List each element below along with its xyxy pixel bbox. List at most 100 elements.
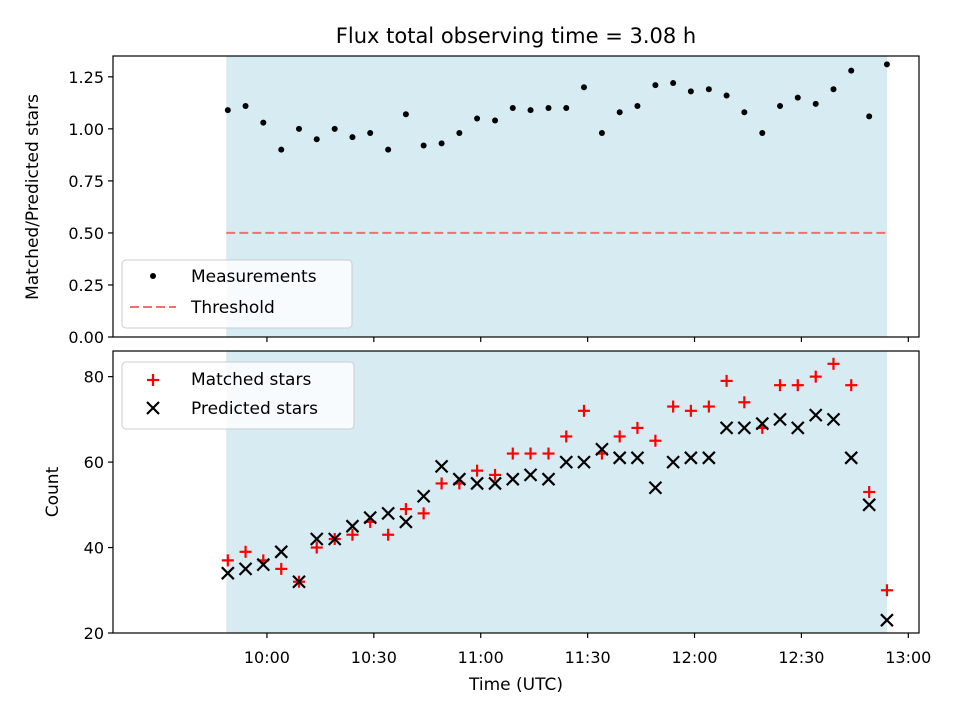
predicted-star-point (719, 421, 734, 435)
matched-star-point (827, 357, 840, 370)
matched-star-point (649, 434, 662, 447)
measurement-point (830, 86, 837, 93)
predicted-star-point (327, 532, 342, 546)
matched-star-point (417, 507, 430, 520)
matched-star-point (239, 545, 252, 558)
predicted-star-point (595, 442, 609, 457)
predicted-star-point (399, 515, 413, 529)
predicted-star-stroke (238, 562, 253, 576)
matched-star-point (684, 404, 697, 417)
predicted-star-stroke (506, 472, 520, 486)
matched-star-point (489, 468, 502, 481)
top-ytick-label: 0.25 (68, 276, 104, 295)
measurement-point (296, 125, 302, 132)
matched-star-point (880, 584, 893, 597)
predicted-star-point (577, 455, 591, 469)
matched-star-point (560, 430, 573, 443)
measurement-point (438, 140, 445, 147)
measurement-point (598, 130, 605, 137)
predicted-star-stroke (274, 545, 289, 559)
measurement-point (741, 109, 748, 116)
matched-star-point (275, 562, 288, 575)
top-y-axis: 0.00 0.25 0.50 0.75 1.00 1.25 (68, 68, 113, 347)
legend-measurements-marker (150, 273, 156, 279)
predicted-star-stroke (381, 506, 395, 521)
predicted-star-stroke (880, 613, 894, 627)
predicted-star-point (826, 412, 841, 427)
legend-threshold-label: Threshold (190, 298, 275, 318)
predicted-star-point (238, 562, 253, 576)
xtick-label: 10:00 (244, 648, 290, 667)
predicted-star-point (541, 472, 556, 486)
predicted-star-stroke (327, 532, 342, 546)
matched-star-point (399, 503, 412, 516)
bottom-ytick-label: 40 (84, 539, 104, 558)
predicted-star-point (844, 451, 859, 465)
matched-star-point (667, 400, 680, 413)
legend-predicted-marker (146, 401, 160, 415)
predicted-star-point (506, 472, 520, 486)
predicted-star-stroke (345, 519, 360, 533)
chart-title: Flux total observing time = 3.08 h (336, 24, 696, 48)
matched-star-point (863, 486, 876, 498)
measurement-point (580, 84, 587, 91)
predicted-star-stroke (702, 451, 716, 465)
xtick-label: 11:30 (565, 648, 611, 667)
xtick-label: 11:00 (458, 648, 504, 667)
legend-matched-label: Matched stars (191, 370, 311, 390)
predicted-star-point (559, 455, 574, 469)
legend-matched-marker (147, 374, 159, 386)
measurement-point (260, 119, 267, 126)
predicted-star-point (452, 472, 467, 486)
predicted-star-point (791, 421, 805, 435)
matched-star-point (720, 374, 733, 387)
measurement-point (278, 146, 285, 153)
top-axes-frame (112, 55, 920, 338)
matched-star-point (577, 404, 590, 417)
predicted-star-point (470, 476, 484, 491)
predicted-star-point (737, 421, 752, 435)
predicted-star-point (880, 613, 894, 627)
matched-star-point (845, 379, 858, 392)
predicted-star-stroke (292, 574, 306, 589)
predicted-star-stroke (808, 408, 823, 422)
predicted-star-stroke (612, 451, 627, 465)
measurement-point (367, 130, 374, 137)
matched-star-point (506, 447, 519, 460)
top-panel: 0.00 0.25 0.50 0.75 1.00 1.25 Matched/Predict… (23, 55, 920, 347)
predicted-star-point (292, 574, 306, 589)
predicted-star-point (862, 498, 876, 512)
measurement-point (545, 105, 552, 112)
bottom-x-axis: 10:00 10:30 11:00 11:30 12:00 12:30 13:00 (244, 633, 931, 667)
top-ytick-label: 0.50 (68, 224, 104, 243)
matched-star-point (346, 528, 359, 541)
measurement-point (402, 111, 409, 118)
bottom-y-axis-label: Count (43, 466, 63, 517)
predicted-star-point (684, 451, 698, 465)
xtick-label: 13:00 (885, 648, 931, 667)
measurement-point (812, 100, 819, 107)
xtick-label: 10:30 (351, 648, 397, 667)
bottom-y-axis: 20 40 60 80 (84, 368, 113, 643)
xtick-label: 12:00 (671, 648, 717, 667)
predicted-star-stroke (666, 455, 680, 469)
legend-predicted-label: Predicted stars (191, 399, 318, 419)
predicted-star-point (309, 532, 324, 546)
predicted-star-point (808, 408, 823, 422)
predicted-star-point (363, 510, 377, 525)
measurement-point (705, 86, 712, 93)
predicted-star-point (221, 566, 235, 580)
predicted-star-stroke (595, 442, 609, 457)
top-y-axis-label: Matched/Predicted stars (23, 94, 43, 300)
predicted-star-stroke (844, 451, 859, 465)
measurement-point (474, 115, 481, 122)
measurement-point (616, 109, 623, 116)
matched-stars-points (221, 357, 893, 597)
measurement-point (224, 107, 231, 114)
top-ytick-label: 1.00 (68, 120, 104, 139)
measurement-point (670, 80, 677, 87)
measurement-point (777, 102, 784, 109)
predicted-star-stroke (648, 480, 663, 495)
predicted-star-stroke (791, 421, 805, 435)
top-legend: Measurements Threshold (121, 259, 353, 329)
